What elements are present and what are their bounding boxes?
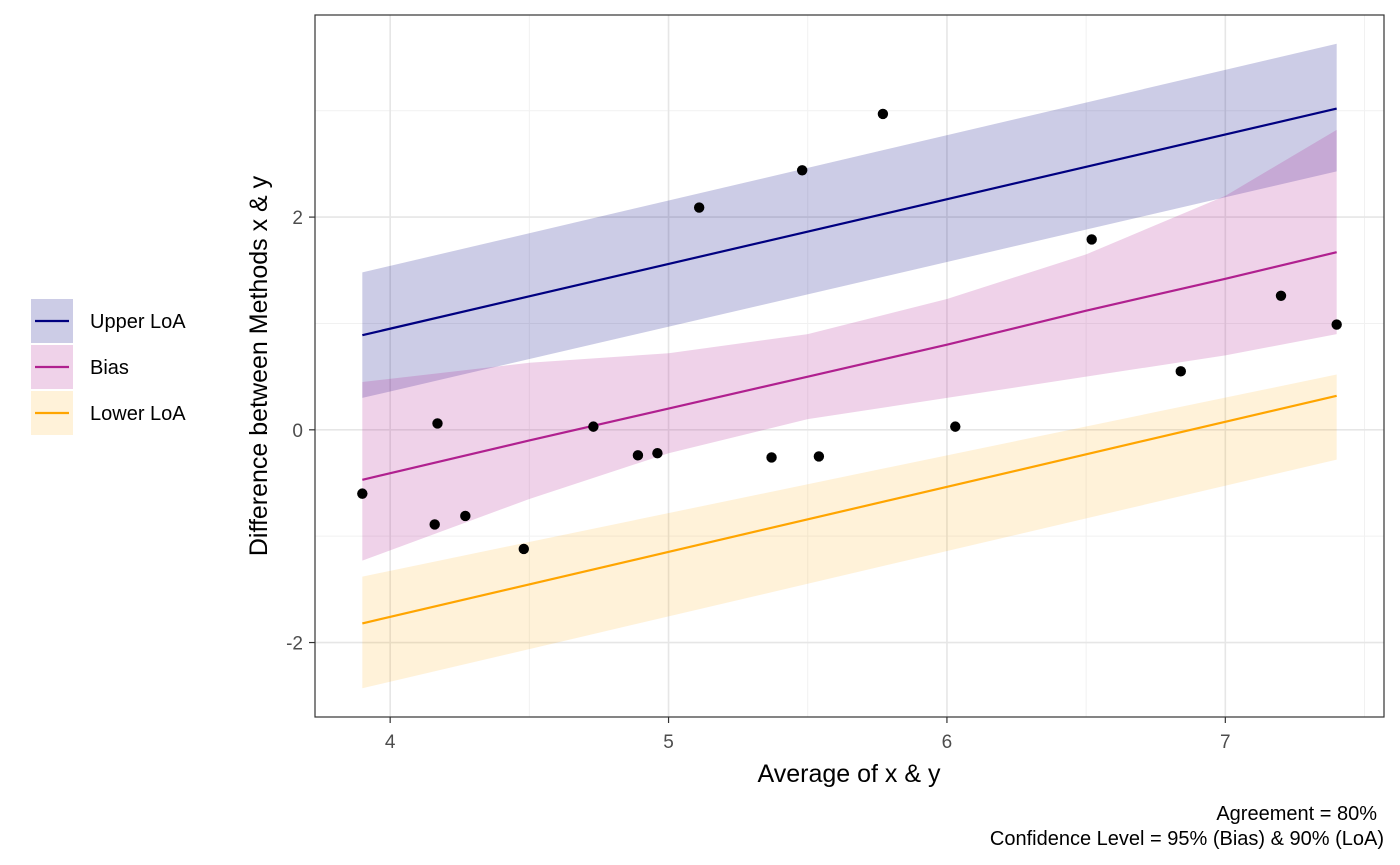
data-point xyxy=(588,421,599,432)
data-point xyxy=(652,448,663,459)
x-tick-label: 7 xyxy=(1220,732,1231,753)
legend: Upper LoA Bias Lower LoA xyxy=(31,299,186,435)
data-point xyxy=(460,510,471,522)
data-point xyxy=(1175,366,1186,377)
data-point xyxy=(518,543,529,555)
caption-confidence-level: Confidence Level = 95% (Bias) & 90% (LoA… xyxy=(990,828,1384,850)
data-point xyxy=(432,418,443,429)
upper-loa-line xyxy=(362,107,1337,337)
legend-label-lower-loa: Lower LoA xyxy=(90,403,186,425)
minor-gridlines xyxy=(315,15,1384,717)
data-point xyxy=(766,452,777,463)
data-point xyxy=(693,202,705,213)
data-point xyxy=(877,108,889,120)
y-tick-label: 0 xyxy=(292,421,303,442)
data-point xyxy=(813,451,825,462)
y-axis-title: Difference between Methods x & y xyxy=(245,175,273,556)
data-point xyxy=(1275,290,1287,301)
major-gridlines xyxy=(315,15,1384,717)
x-tick-label: 5 xyxy=(663,732,674,753)
x-axis-title: Average of x & y xyxy=(758,760,941,788)
data-point xyxy=(357,488,368,499)
data-point xyxy=(632,450,644,461)
bias-confidence-band xyxy=(362,129,1337,561)
y-axis-ticks: -2 0 2 xyxy=(286,208,315,655)
data-point xyxy=(1086,234,1097,245)
bias-line xyxy=(362,251,1337,481)
data-point xyxy=(796,165,808,176)
x-tick-label: 6 xyxy=(942,732,953,753)
legend-label-bias: Bias xyxy=(90,357,129,379)
data-points xyxy=(357,108,1342,555)
data-point xyxy=(429,519,440,530)
legend-label-upper-loa: Upper LoA xyxy=(90,311,186,333)
y-tick-label: -2 xyxy=(286,634,303,655)
series-lines xyxy=(362,107,1337,625)
lower-loa-line xyxy=(362,394,1337,625)
x-tick-label: 4 xyxy=(385,732,396,753)
y-tick-label: 2 xyxy=(292,208,303,229)
data-point xyxy=(950,421,961,432)
x-axis-ticks: 4 5 6 7 xyxy=(385,717,1231,753)
panel-border xyxy=(314,14,1385,718)
caption-agreement: Agreement = 80% xyxy=(1216,803,1377,825)
data-point xyxy=(1331,319,1342,330)
